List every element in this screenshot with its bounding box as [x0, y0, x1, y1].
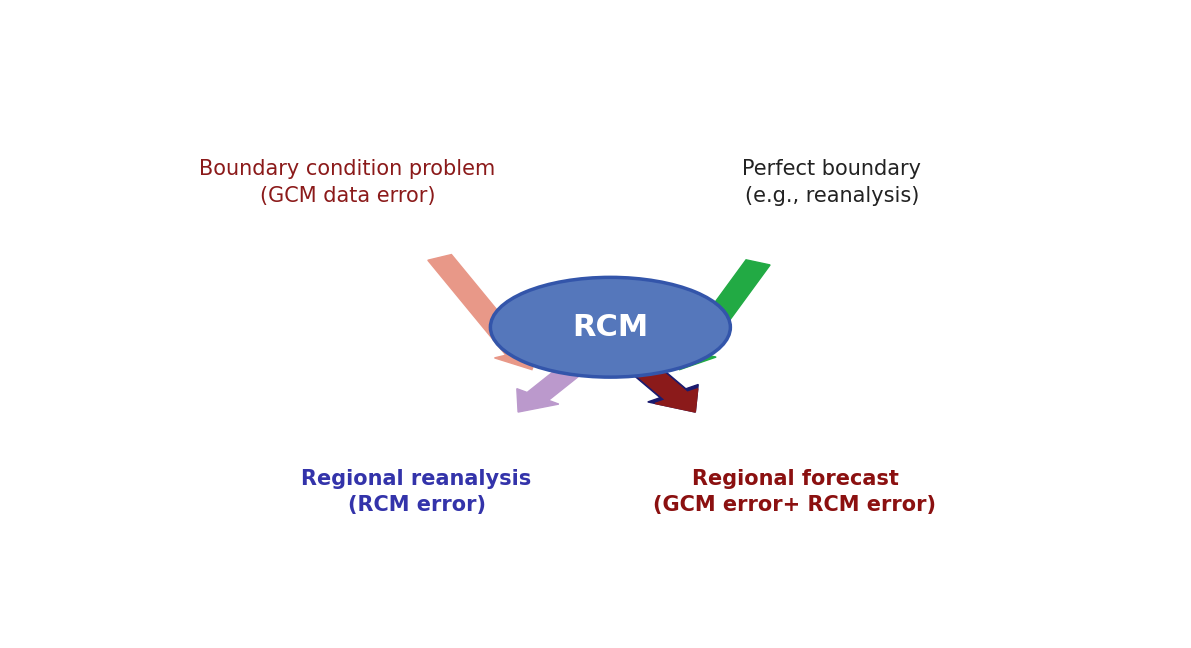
FancyArrow shape — [669, 260, 771, 369]
Text: Regional forecast
(GCM error+ RCM error): Regional forecast (GCM error+ RCM error) — [654, 469, 936, 515]
Ellipse shape — [491, 277, 730, 377]
FancyArrow shape — [625, 358, 698, 412]
FancyArrow shape — [623, 358, 698, 412]
Text: Regional reanalysis
(RCM error): Regional reanalysis (RCM error) — [301, 469, 531, 515]
FancyArrow shape — [428, 255, 541, 369]
Text: RCM: RCM — [572, 313, 649, 341]
Text: Boundary condition problem
(GCM data error): Boundary condition problem (GCM data err… — [199, 159, 495, 206]
FancyArrow shape — [517, 358, 592, 412]
Text: Perfect boundary
(e.g., reanalysis): Perfect boundary (e.g., reanalysis) — [742, 159, 922, 206]
